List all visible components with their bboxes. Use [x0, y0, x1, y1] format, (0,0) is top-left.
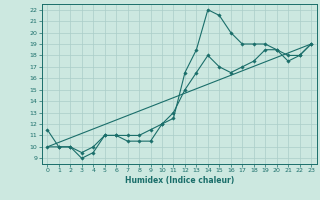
- X-axis label: Humidex (Indice chaleur): Humidex (Indice chaleur): [124, 176, 234, 185]
